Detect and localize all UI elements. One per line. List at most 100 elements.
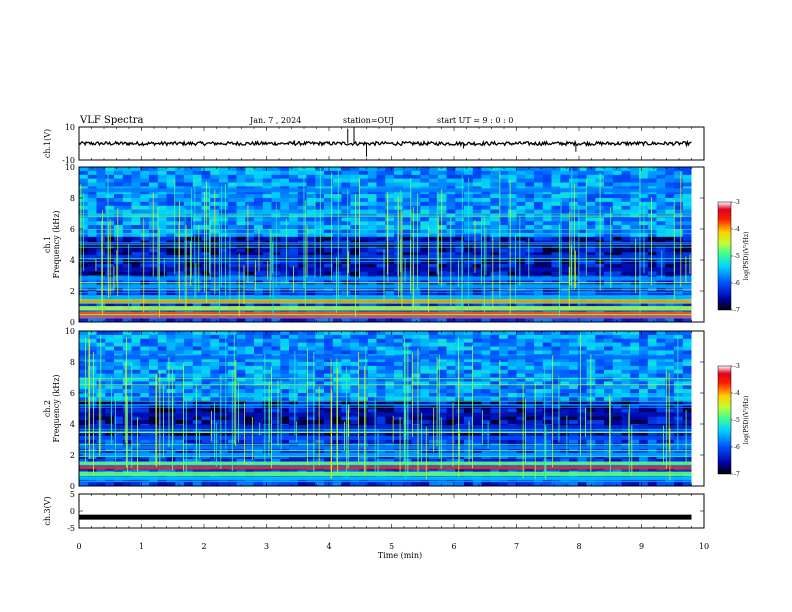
spectrogram-cell <box>122 221 132 226</box>
spectrogram-cell <box>87 205 97 210</box>
spectrogram-cell <box>280 346 290 351</box>
spectrogram-cell <box>551 194 561 199</box>
spectrogram-cell <box>420 389 430 394</box>
spectrogram-cell <box>306 393 316 398</box>
spectrogram-cell <box>219 369 229 374</box>
spectrogram-cell <box>437 334 447 340</box>
spectrogram-cell <box>341 350 351 355</box>
spectrogram-cell <box>437 404 447 409</box>
spectrogram-cell <box>140 385 150 390</box>
spectrogram-cell <box>166 377 176 382</box>
spectrogram-cell <box>569 404 579 409</box>
spectrogram-cell <box>674 279 684 284</box>
spectrogram-cell <box>455 396 465 402</box>
spectrogram-cell <box>665 362 675 367</box>
spectrogram-cell <box>175 260 185 265</box>
spectrogram-cell <box>192 198 202 203</box>
spectrogram-cell <box>586 302 596 307</box>
spectrogram-cell <box>577 416 587 421</box>
spectrogram-cell <box>332 167 342 172</box>
spectrogram-cell <box>271 194 281 199</box>
spectrogram-cell <box>639 182 649 187</box>
spectrogram-cell <box>96 236 106 241</box>
spectrogram-cell <box>647 201 657 207</box>
spectrogram-cell <box>612 373 622 378</box>
spectrogram-cell <box>227 167 237 172</box>
spectrogram-cell <box>542 342 552 347</box>
spectrogram-cell <box>612 209 622 214</box>
spectrogram-cell <box>192 408 202 413</box>
spectrogram-cell <box>411 334 421 340</box>
spectrogram-cell <box>621 416 631 421</box>
spectrogram-cell <box>245 377 255 382</box>
spectrogram-cell <box>639 236 649 241</box>
spectrogram-cell <box>472 331 482 336</box>
spectrogram-cell <box>604 190 614 195</box>
spectrogram-cell <box>682 404 692 409</box>
spectrogram-cell <box>525 346 535 351</box>
spectrogram-cell <box>437 236 447 241</box>
spectrogram-cell <box>210 302 220 307</box>
spectrogram-cell <box>674 318 684 323</box>
spectrogram-cell <box>446 416 456 421</box>
spectrogram-cell <box>306 385 316 390</box>
spectrogram-cell <box>289 358 299 363</box>
spectrogram-cell <box>490 263 500 269</box>
spectrogram-cell <box>674 369 684 374</box>
y-tick-label: 8 <box>70 194 75 203</box>
spectrogram-cell <box>157 232 167 238</box>
spectrogram-cell <box>350 190 360 195</box>
spectrogram-cell <box>122 260 132 265</box>
spectrogram-cell <box>604 205 614 210</box>
spectrogram-cell <box>166 346 176 351</box>
spectrogram-cell <box>210 338 220 343</box>
spectrogram-cell <box>367 263 377 269</box>
spectrogram-cell <box>586 350 596 355</box>
spectrogram-cell <box>289 342 299 347</box>
spectrogram-cell <box>96 232 106 238</box>
spectrogram-cell <box>420 174 430 179</box>
spectrogram-cell <box>472 209 482 214</box>
spectrogram-cell <box>639 338 649 343</box>
spectrogram-cell <box>560 381 570 386</box>
spectrogram-cell <box>656 263 666 269</box>
spectrogram-cell <box>140 217 150 222</box>
spectrogram-cell <box>420 385 430 390</box>
spectrogram-cell <box>586 190 596 195</box>
spectrogram-cell <box>446 393 456 398</box>
spectrogram-cell <box>367 170 377 176</box>
spectrogram-cell <box>367 205 377 210</box>
spectrogram-cell <box>114 271 124 276</box>
spectrogram-cell <box>682 232 692 238</box>
spectrogram-cell <box>490 232 500 238</box>
spectrogram-cell <box>420 271 430 276</box>
spectrogram-cell <box>665 225 675 230</box>
spectrogram-cell <box>481 201 491 207</box>
spectrogram-cell <box>192 369 202 374</box>
spectrogram-cell <box>507 279 517 284</box>
spectrogram-cell <box>516 167 526 172</box>
spectrogram-cell <box>682 393 692 398</box>
spectrogram-cell <box>359 279 369 284</box>
spectrogram-cell <box>577 248 587 253</box>
spectrogram-cell <box>359 318 369 323</box>
spectrogram-cell <box>499 346 509 351</box>
spectrogram-cell <box>560 217 570 222</box>
spectrogram-cell <box>376 252 386 257</box>
spectrogram-cell <box>674 287 684 292</box>
spectrogram-cell <box>324 263 334 269</box>
spectrogram-cell <box>227 217 237 222</box>
spectrogram-cell <box>262 318 272 323</box>
spectrogram-cell <box>341 279 351 284</box>
spectrogram-cell <box>569 416 579 421</box>
spectrogram-cell <box>569 302 579 307</box>
spectrogram-cell <box>79 346 89 351</box>
spectrogram-cell <box>455 331 465 336</box>
spectrogram-cell <box>236 358 246 363</box>
spectrogram-cell <box>420 194 430 199</box>
spectrogram-cell <box>87 221 97 226</box>
spectrogram-cell <box>464 365 474 371</box>
spectrogram-cell <box>542 393 552 398</box>
spectrogram-cell <box>262 248 272 253</box>
spectrogram-cell <box>499 279 509 284</box>
